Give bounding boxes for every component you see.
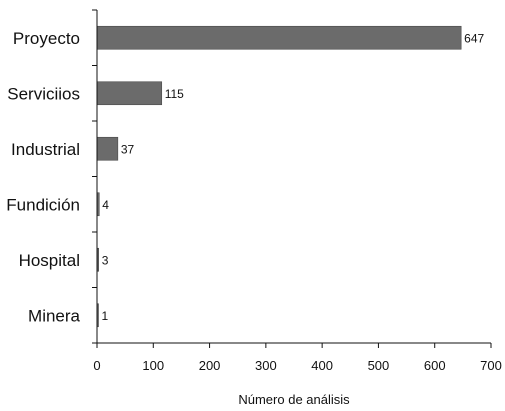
data-label: 647 xyxy=(464,31,484,45)
data-label: 3 xyxy=(102,253,109,267)
category-label: Serviciios xyxy=(7,84,80,103)
x-tick-label: 700 xyxy=(480,358,502,373)
x-axis-title: Número de análisis xyxy=(238,392,350,407)
x-tick-label: 400 xyxy=(311,358,333,373)
x-tick-label: 600 xyxy=(424,358,446,373)
x-tick-label: 0 xyxy=(93,358,100,373)
category-label: Fundición xyxy=(6,195,80,214)
y-ticks-layer xyxy=(92,9,97,344)
category-label: Proyecto xyxy=(13,29,80,48)
bar-industrial xyxy=(96,136,119,161)
x-tick-label: 100 xyxy=(142,358,164,373)
value-labels-layer: 647 115 37 4 3 1 xyxy=(102,31,485,323)
category-label: Minera xyxy=(28,306,81,325)
data-label: 115 xyxy=(165,87,184,101)
category-labels-layer: Proyecto Serviciios Industrial Fundición Hos… xyxy=(6,29,80,326)
category-label: Industrial xyxy=(11,140,80,159)
bar-serviciios xyxy=(96,81,163,106)
x-tick-label: 500 xyxy=(368,358,390,373)
data-label: 37 xyxy=(121,142,135,156)
category-label: Hospital xyxy=(19,251,80,270)
axes-layer xyxy=(96,10,491,344)
data-label: 4 xyxy=(102,198,109,212)
bar-proyecto xyxy=(96,25,462,50)
x-ticks-layer: 0 100 200 300 400 500 600 700 xyxy=(93,343,502,373)
x-tick-label: 300 xyxy=(255,358,277,373)
x-tick-label: 200 xyxy=(199,358,221,373)
bars-layer xyxy=(96,25,462,328)
data-label: 1 xyxy=(102,309,109,323)
